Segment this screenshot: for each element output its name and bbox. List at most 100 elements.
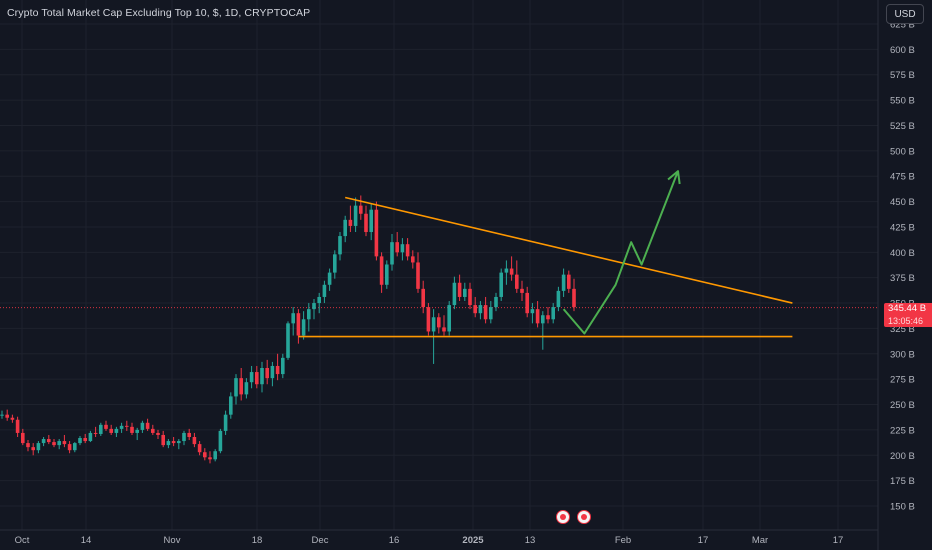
- y-tick-label: 325 B: [890, 324, 915, 335]
- candle: [21, 428, 25, 446]
- price-axis[interactable]: 150 B 175 B 200 B 225 B 250 B 275 B 300 B 325 B…: [890, 20, 915, 513]
- currency-button[interactable]: USD: [886, 4, 924, 24]
- candle-body: [291, 313, 295, 324]
- candle-body: [218, 430, 223, 452]
- candle: [395, 232, 399, 257]
- candle-body: [182, 432, 186, 442]
- candle-body: [312, 303, 316, 310]
- candle: [15, 416, 20, 437]
- candle: [281, 353, 285, 379]
- candle: [135, 427, 139, 441]
- candle: [239, 367, 243, 401]
- candle: [489, 301, 493, 324]
- x-tick-label: 18: [252, 535, 263, 546]
- candle: [364, 205, 368, 237]
- candle: [374, 201, 379, 261]
- y-tick-label: 525 B: [890, 121, 915, 132]
- candle: [426, 303, 431, 336]
- x-tick-label: 16: [389, 535, 400, 546]
- candle: [551, 303, 555, 324]
- event-flag-icon[interactable]: [577, 510, 591, 524]
- candle: [546, 307, 550, 324]
- candle: [156, 429, 160, 440]
- candle-body: [260, 367, 264, 385]
- candle: [5, 409, 9, 421]
- candle-body: [379, 256, 384, 285]
- candle: [561, 268, 566, 297]
- candle-body: [187, 432, 191, 437]
- y-tick-label: 175 B: [890, 476, 915, 487]
- candle-body: [447, 305, 451, 332]
- candle-body: [62, 441, 67, 445]
- candle-body: [494, 296, 498, 308]
- candle-body: [125, 425, 129, 427]
- y-tick-label: 150 B: [890, 502, 915, 513]
- candle: [88, 430, 93, 443]
- candle: [463, 282, 467, 302]
- projection-path[interactable]: [562, 170, 679, 335]
- candle-body: [551, 307, 555, 320]
- candle-body: [166, 441, 171, 446]
- candle-body: [541, 315, 545, 324]
- candle-body: [10, 417, 15, 420]
- candle-body: [473, 305, 477, 314]
- candle-body: [192, 436, 197, 445]
- candle-body: [67, 444, 72, 451]
- trendline-descending-resistance[interactable]: [345, 196, 793, 304]
- candle: [125, 420, 129, 431]
- candle: [151, 424, 155, 435]
- candle-body: [515, 274, 519, 289]
- event-flag-icon[interactable]: [556, 510, 570, 524]
- candle-body: [26, 443, 30, 448]
- candle-body: [145, 422, 150, 429]
- candle-body: [301, 319, 306, 336]
- candle: [353, 197, 358, 233]
- candle: [525, 286, 529, 318]
- candle: [322, 280, 327, 304]
- candle: [359, 195, 363, 220]
- candle: [109, 424, 113, 435]
- candle-body: [161, 434, 165, 446]
- candle: [348, 205, 353, 233]
- candle: [504, 260, 509, 285]
- candlestick-series: [0, 195, 576, 464]
- time-axis[interactable]: Oct 14 Nov 18 Dec 16 2025 13 Feb 17 Mar 17: [15, 535, 844, 546]
- candle-body: [57, 441, 61, 446]
- candle: [218, 428, 223, 454]
- candle: [286, 321, 290, 360]
- candle: [270, 361, 275, 387]
- y-tick-label: 500 B: [890, 146, 915, 157]
- candle-body: [119, 425, 124, 429]
- candle: [187, 428, 191, 441]
- candle-body: [390, 242, 394, 265]
- candle: [478, 301, 483, 320]
- candle-body: [15, 419, 20, 433]
- y-tick-label: 475 B: [890, 172, 915, 183]
- y-tick-label: 275 B: [890, 375, 915, 386]
- candle: [260, 361, 264, 393]
- x-tick-label: 2025: [462, 535, 484, 546]
- candle: [83, 433, 87, 444]
- candle: [203, 448, 207, 461]
- candle: [52, 439, 56, 448]
- candle-body: [104, 424, 108, 429]
- candle-body: [73, 443, 77, 451]
- candle: [468, 282, 472, 310]
- candle-body: [546, 315, 550, 320]
- candle: [327, 268, 332, 291]
- candle: [249, 365, 254, 389]
- candle-body: [130, 426, 134, 433]
- candle: [26, 440, 30, 452]
- candle: [499, 268, 503, 302]
- chart-title: Crypto Total Market Cap Excluding Top 10…: [7, 7, 311, 19]
- candle-body: [327, 272, 332, 285]
- candle: [229, 392, 233, 419]
- candle-body: [31, 447, 35, 451]
- candle: [255, 365, 259, 389]
- candle: [416, 252, 420, 293]
- candle-body: [442, 327, 446, 332]
- candle-body: [556, 290, 561, 308]
- candle: [535, 301, 540, 328]
- candle-body: [483, 305, 488, 320]
